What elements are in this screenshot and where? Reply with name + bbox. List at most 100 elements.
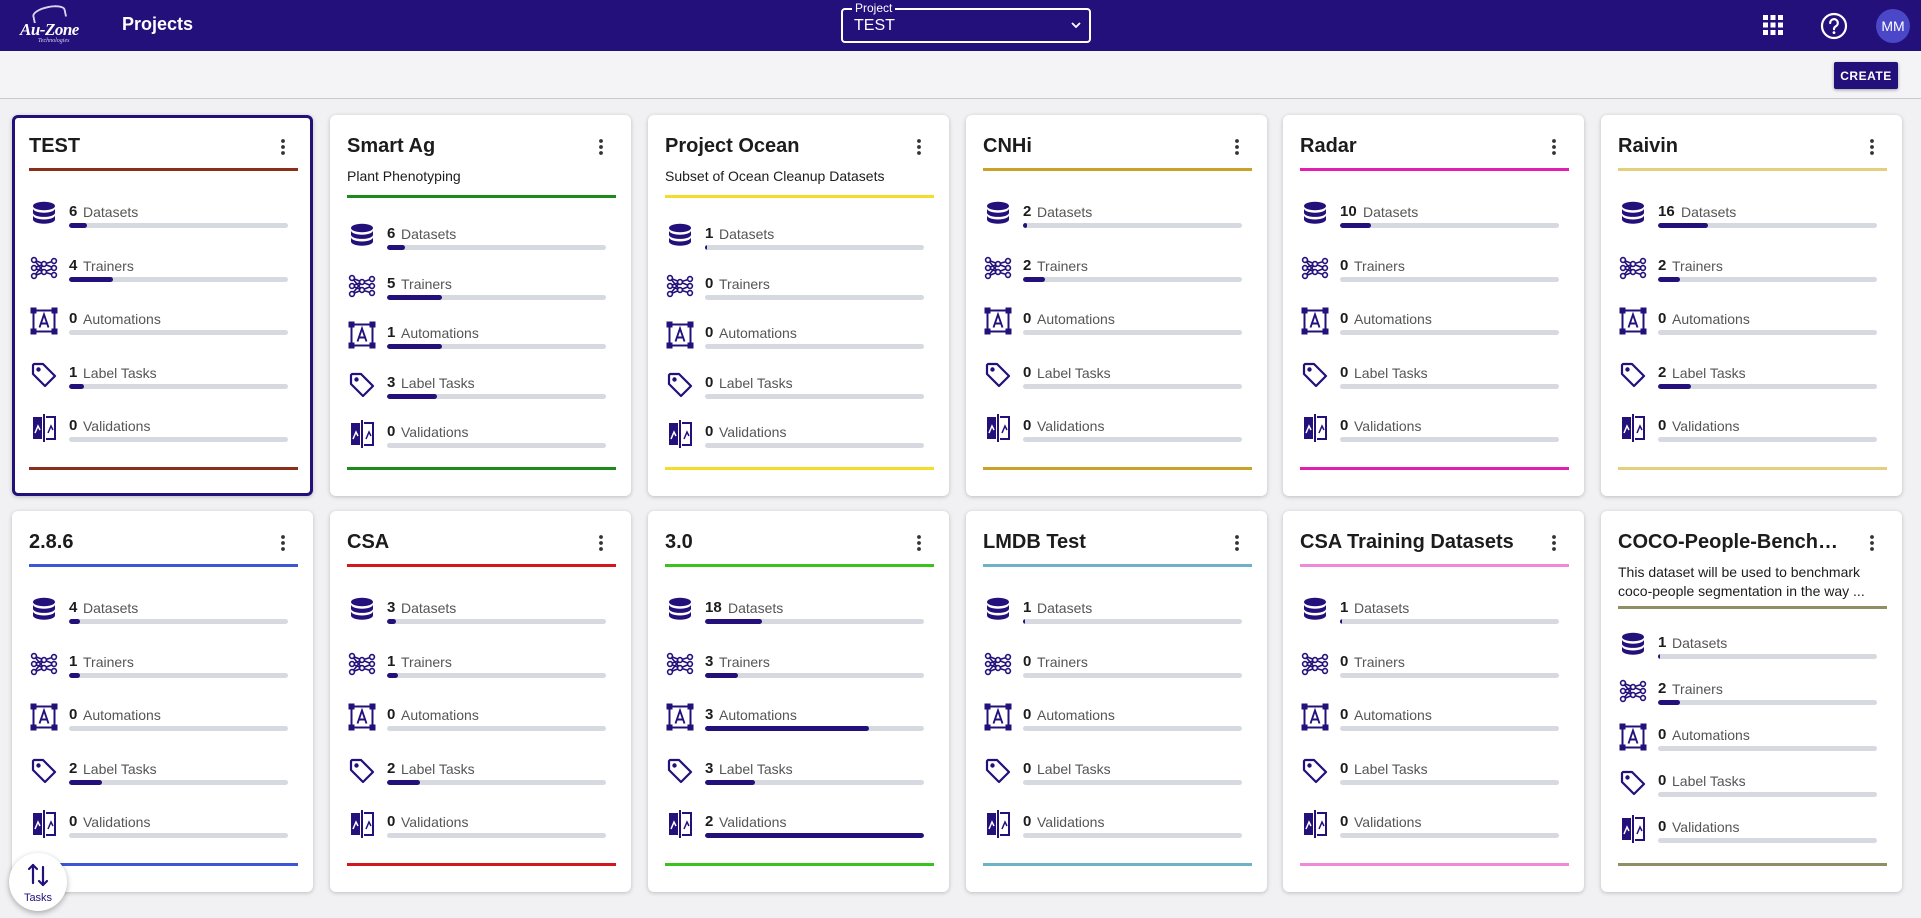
project-card[interactable]: Smart Ag Plant Phenotyping 6 Datasets 5 Train… bbox=[330, 115, 631, 496]
stat-label-tasks[interactable]: 0 Label Tasks bbox=[983, 360, 1252, 390]
more-vert-icon[interactable] bbox=[1862, 137, 1882, 157]
stat-validations[interactable]: 0 Validations bbox=[29, 413, 298, 443]
stat-automations[interactable]: 1 Automations bbox=[347, 320, 616, 350]
more-vert-icon[interactable] bbox=[1862, 533, 1882, 553]
stat-count: 0 bbox=[1658, 772, 1667, 789]
stat-label: Label Tasks bbox=[1037, 365, 1111, 381]
stat-label-tasks[interactable]: 3 Label Tasks bbox=[665, 756, 934, 786]
stat-automations[interactable]: 0 Automations bbox=[29, 702, 298, 732]
stat-automations[interactable]: 0 Automations bbox=[1300, 702, 1569, 732]
neural-network-icon bbox=[348, 652, 376, 676]
progress-track bbox=[69, 330, 288, 335]
tag-icon bbox=[985, 362, 1011, 388]
stat-validations[interactable]: 0 Validations bbox=[347, 419, 616, 449]
project-card[interactable]: Radar 10 Datasets 0 Trainers 0 Automations 0 Lab… bbox=[1283, 115, 1584, 496]
stat-trainers[interactable]: 2 Trainers bbox=[983, 253, 1252, 283]
stat-automations[interactable]: 0 Automations bbox=[1618, 306, 1887, 336]
more-vert-icon[interactable] bbox=[1227, 137, 1247, 157]
project-card[interactable]: Raivin 16 Datasets 2 Trainers 0 Automations 2 La… bbox=[1601, 115, 1902, 496]
more-vert-icon[interactable] bbox=[1227, 533, 1247, 553]
stat-datasets[interactable]: 6 Datasets bbox=[347, 221, 616, 251]
user-avatar[interactable]: MM bbox=[1876, 9, 1910, 43]
stat-label-tasks[interactable]: 0 Label Tasks bbox=[983, 756, 1252, 786]
stat-automations[interactable]: 0 Automations bbox=[665, 320, 934, 350]
stat-datasets[interactable]: 3 Datasets bbox=[347, 595, 616, 625]
stat-datasets[interactable]: 1 Datasets bbox=[665, 221, 934, 251]
more-vert-icon[interactable] bbox=[591, 137, 611, 157]
project-card[interactable]: 2.8.6 4 Datasets 1 Trainers 0 Automations 2 Labe… bbox=[12, 511, 313, 892]
more-vert-icon[interactable] bbox=[1544, 137, 1564, 157]
stat-validations[interactable]: 2 Validations bbox=[665, 809, 934, 839]
company-logo[interactable]: Au-Zone Technologies bbox=[18, 2, 82, 46]
stat-label-tasks[interactable]: 0 Label Tasks bbox=[1300, 756, 1569, 786]
stat-trainers[interactable]: 0 Trainers bbox=[983, 649, 1252, 679]
stat-trainers[interactable]: 2 Trainers bbox=[1618, 253, 1887, 283]
stat-label-tasks[interactable]: 2 Label Tasks bbox=[29, 756, 298, 786]
stat-datasets[interactable]: 1 Datasets bbox=[1300, 595, 1569, 625]
stat-trainers[interactable]: 4 Trainers bbox=[29, 253, 298, 283]
help-icon[interactable] bbox=[1820, 12, 1848, 40]
more-vert-icon[interactable] bbox=[1544, 533, 1564, 553]
stat-automations[interactable]: 0 Automations bbox=[983, 306, 1252, 336]
stat-datasets[interactable]: 4 Datasets bbox=[29, 595, 298, 625]
stat-label-tasks[interactable]: 2 Label Tasks bbox=[1618, 360, 1887, 390]
stat-label-tasks[interactable]: 2 Label Tasks bbox=[347, 756, 616, 786]
create-project-button[interactable]: CREATE bbox=[1834, 62, 1898, 89]
project-card[interactable]: COCO-People-Benchm... This dataset will b… bbox=[1601, 511, 1902, 892]
project-card[interactable]: CNHi 2 Datasets 2 Trainers 0 Automations 0 Label… bbox=[966, 115, 1267, 496]
stat-trainers[interactable]: 1 Trainers bbox=[29, 649, 298, 679]
stat-trainers[interactable]: 1 Trainers bbox=[347, 649, 616, 679]
more-vert-icon[interactable] bbox=[273, 533, 293, 553]
stat-trainers[interactable]: 0 Trainers bbox=[1300, 649, 1569, 679]
stat-automations[interactable]: 0 Automations bbox=[1300, 306, 1569, 336]
stat-validations[interactable]: 0 Validations bbox=[347, 809, 616, 839]
stat-validations[interactable]: 0 Validations bbox=[1300, 413, 1569, 443]
stat-trainers[interactable]: 0 Trainers bbox=[665, 271, 934, 301]
stat-automations[interactable]: 0 Automations bbox=[347, 702, 616, 732]
project-card[interactable]: CSA 3 Datasets 1 Trainers 0 Automations 2 Label … bbox=[330, 511, 631, 892]
project-card[interactable]: Project Ocean Subset of Ocean Cleanup Dat… bbox=[648, 115, 949, 496]
stat-validations[interactable]: 0 Validations bbox=[29, 809, 298, 839]
more-vert-icon[interactable] bbox=[909, 533, 929, 553]
stat-datasets[interactable]: 18 Datasets bbox=[665, 595, 934, 625]
project-select[interactable]: Project TEST bbox=[841, 1, 1091, 43]
stat-validations[interactable]: 0 Validations bbox=[665, 419, 934, 449]
project-card[interactable]: TEST 6 Datasets 4 Trainers 0 Automations 1 Label… bbox=[12, 115, 313, 496]
progress-track bbox=[69, 619, 288, 624]
stat-validations[interactable]: 0 Validations bbox=[983, 809, 1252, 839]
stat-automations[interactable]: 0 Automations bbox=[29, 306, 298, 336]
compare-icon bbox=[987, 414, 1010, 442]
stat-count: 0 bbox=[387, 706, 396, 723]
stat-label-tasks[interactable]: 0 Label Tasks bbox=[665, 370, 934, 400]
stat-datasets[interactable]: 1 Datasets bbox=[1618, 630, 1887, 660]
stat-datasets[interactable]: 16 Datasets bbox=[1618, 199, 1887, 229]
stat-validations[interactable]: 0 Validations bbox=[1618, 814, 1887, 844]
stat-validations[interactable]: 0 Validations bbox=[1618, 413, 1887, 443]
stat-datasets[interactable]: 1 Datasets bbox=[983, 595, 1252, 625]
stat-datasets[interactable]: 10 Datasets bbox=[1300, 199, 1569, 229]
stat-label-tasks[interactable]: 0 Label Tasks bbox=[1300, 360, 1569, 390]
apps-grid-icon[interactable] bbox=[1762, 14, 1784, 36]
stat-trainers[interactable]: 5 Trainers bbox=[347, 271, 616, 301]
stat-trainers[interactable]: 2 Trainers bbox=[1618, 676, 1887, 706]
stat-datasets[interactable]: 6 Datasets bbox=[29, 199, 298, 229]
tasks-button[interactable]: Tasks bbox=[9, 853, 67, 911]
stat-trainers[interactable]: 3 Trainers bbox=[665, 649, 934, 679]
stat-validations[interactable]: 0 Validations bbox=[1300, 809, 1569, 839]
project-card[interactable]: LMDB Test 1 Datasets 0 Trainers 0 Automations 0… bbox=[966, 511, 1267, 892]
stat-trainers[interactable]: 0 Trainers bbox=[1300, 253, 1569, 283]
more-vert-icon[interactable] bbox=[909, 137, 929, 157]
project-card[interactable]: CSA Training Datasets 1 Datasets 0 Trainers 0… bbox=[1283, 511, 1584, 892]
stat-automations[interactable]: 3 Automations bbox=[665, 702, 934, 732]
stat-datasets[interactable]: 2 Datasets bbox=[983, 199, 1252, 229]
project-card[interactable]: 3.0 18 Datasets 3 Trainers 3 Automations 3 Label… bbox=[648, 511, 949, 892]
stat-label-tasks[interactable]: 3 Label Tasks bbox=[347, 370, 616, 400]
stat-label-tasks[interactable]: 0 Label Tasks bbox=[1618, 768, 1887, 798]
stat-automations[interactable]: 0 Automations bbox=[983, 702, 1252, 732]
more-vert-icon[interactable] bbox=[273, 137, 293, 157]
progress-fill bbox=[705, 673, 738, 678]
stat-validations[interactable]: 0 Validations bbox=[983, 413, 1252, 443]
more-vert-icon[interactable] bbox=[591, 533, 611, 553]
stat-automations[interactable]: 0 Automations bbox=[1618, 722, 1887, 752]
stat-label-tasks[interactable]: 1 Label Tasks bbox=[29, 360, 298, 390]
